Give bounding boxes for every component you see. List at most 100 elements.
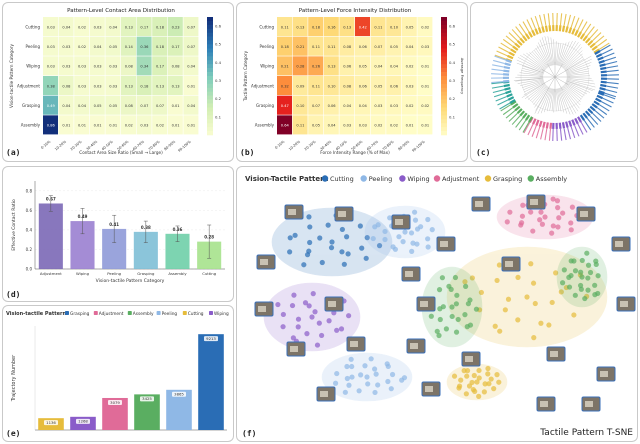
tsne-point: [528, 209, 534, 215]
heatmap-cell: [74, 95, 90, 115]
tree-leaf-label: [499, 102, 511, 110]
tsne-point: [348, 356, 354, 362]
heatmap-cell: [355, 56, 370, 76]
tsne-point: [476, 375, 482, 381]
y-axis-label: Vision-tactile Pattern Category: [9, 44, 14, 108]
heatmap-cell: [370, 76, 386, 96]
heatmap-cell: [277, 56, 292, 76]
colorbar-tick: 0.3: [215, 78, 222, 83]
heatmap-cell-label: 0.02: [78, 45, 86, 49]
tree-leaf-marker: [577, 31, 582, 38]
heatmap-cell: [417, 95, 433, 115]
thumbnail-detail: [420, 301, 428, 307]
thumbnail-detail: [440, 241, 448, 247]
circular-dendrogram: [491, 13, 619, 141]
tree-leaf-label: [518, 23, 527, 35]
colorbar-segment: [207, 87, 213, 93]
heatmap-cell: [277, 36, 292, 56]
panel-d-effective-contact-bar: 0.0 0.2 0.4 0.6 0.8 0.67 Adjustment 0.49 Wiping 0…: [2, 166, 234, 302]
tree-ring: [520, 42, 590, 112]
legend-dot: [399, 175, 406, 182]
row-tick-label: Assembly: [21, 123, 41, 128]
heatmap-cell-label: 0.01: [62, 124, 70, 128]
tree-leaf-marker: [503, 65, 511, 70]
panel-e-trajectory-bar: Vision-tactile Pattern: Grasping Adjustmen…: [2, 305, 234, 442]
tsne-point: [295, 324, 301, 330]
tree-leaf-marker: [503, 79, 510, 83]
heatmap-cell-label: 0.05: [406, 25, 414, 29]
tree-leaf-label: [606, 85, 619, 89]
tree-branch: [522, 53, 546, 71]
heatmap-cell: [43, 95, 58, 115]
tree-leaf-marker: [545, 122, 549, 129]
tree-leaf-marker: [584, 37, 591, 44]
heatmap-cell: [417, 115, 433, 135]
tree-leaf-label: [491, 80, 504, 84]
tsne-point: [538, 209, 544, 215]
heatmap-cell-label: 0.03: [94, 65, 102, 69]
tsne-point: [375, 222, 381, 228]
colorbar-segment: [441, 24, 447, 30]
tree-branch: [556, 43, 562, 66]
heatmap-cell: [370, 56, 386, 76]
heatmap-cell: [386, 56, 402, 76]
heatmap-cell-label: 0.13: [328, 65, 336, 69]
tsne-point: [306, 303, 312, 309]
bar-label-bg: [76, 418, 90, 424]
heatmap-cell: [386, 17, 402, 37]
heatmap-cell: [136, 76, 152, 96]
heatmap-cell-label: 0.08: [62, 84, 71, 88]
tree-leaf-label: [491, 85, 504, 89]
heatmap-cell-label: 0.05: [359, 65, 367, 69]
tree-leaf-marker: [558, 122, 562, 129]
tree-leaf-label: [502, 107, 514, 116]
tsne-point: [585, 287, 591, 293]
heatmap-cell-label: 0.04: [187, 65, 196, 69]
tree-leaf-marker: [599, 63, 606, 67]
tree-leaf-marker: [568, 27, 573, 34]
tsne-point: [356, 388, 362, 394]
heatmap-cell: [323, 56, 339, 76]
col-tick-label: 20-30%: [304, 139, 317, 151]
heatmap-cell: [152, 36, 168, 56]
tree-branch: [562, 86, 580, 109]
heatmap-cell: [401, 115, 417, 135]
row-tick-label: Peeling: [26, 44, 41, 49]
row-tick-label: Cutting: [259, 24, 274, 29]
heatmap-cell-label: 0.01: [406, 124, 414, 128]
thumbnail-detail: [600, 371, 608, 377]
tsne-point: [449, 313, 455, 320]
tree-branch: [555, 41, 557, 66]
panel-label-d: (d): [6, 290, 21, 299]
colorbar-segment: [441, 123, 447, 128]
tree-leaf-marker: [512, 103, 519, 109]
heatmap-cell: [355, 95, 370, 115]
heatmap-cell: [277, 115, 292, 135]
heatmap-cell-label: 0.17: [140, 25, 148, 29]
heatmap-cell-label: 0.17: [156, 65, 164, 69]
heatmap-cell: [74, 17, 90, 37]
tsne-point: [329, 239, 335, 245]
tsne-point: [363, 255, 369, 261]
tsne-point: [452, 274, 459, 281]
tsne-point: [568, 220, 574, 226]
tree-branch: [540, 88, 551, 114]
heatmap-cell-label: 0.04: [94, 45, 103, 49]
heatmap-cell: [58, 115, 74, 135]
tree-leaf-marker: [589, 42, 596, 49]
tsne-point: [466, 383, 473, 389]
tsne-point: [387, 215, 393, 221]
row-tick-label: Adjustment: [17, 83, 40, 88]
tree-leaf-marker: [519, 110, 526, 117]
heatmap-cell-label: 0.04: [328, 124, 337, 128]
heatmap-cell-label: 0.04: [62, 104, 71, 108]
tree-leaf-label: [511, 29, 521, 39]
heatmap-cell-label: 0.11: [312, 84, 320, 88]
tree-branch: [560, 87, 577, 114]
heatmap-cell: [167, 36, 183, 56]
heatmap-cell-label: 0.11: [374, 25, 382, 29]
tree-leaf-label: [580, 121, 588, 133]
thumbnail-detail: [290, 346, 298, 352]
tree-branch: [566, 75, 590, 77]
x-tick-label: Cutting: [202, 271, 216, 276]
